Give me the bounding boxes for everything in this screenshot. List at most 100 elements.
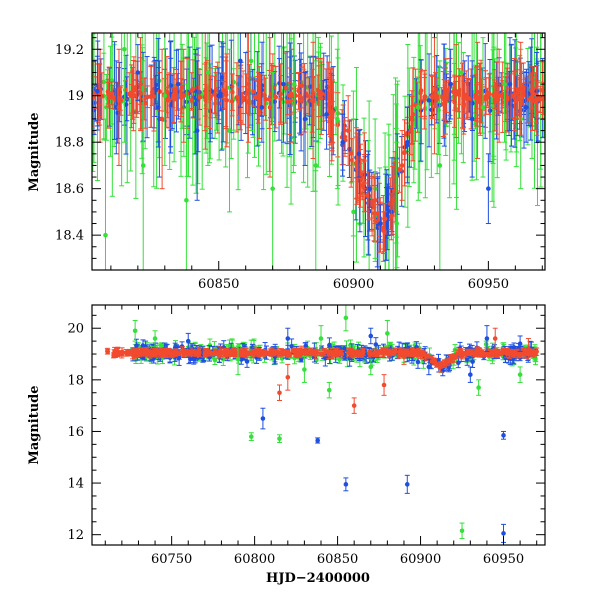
data-point-red: [364, 179, 370, 212]
series-point-blue: [340, 113, 346, 171]
data-point-red: [392, 348, 398, 356]
series-point-green: [313, 60, 319, 270]
data-point-red: [339, 109, 345, 166]
series-point-blue: [426, 358, 432, 376]
data-point-red: [396, 352, 402, 359]
series-point-red: [159, 48, 165, 190]
series-point-red: [224, 53, 230, 148]
data-point-red: [480, 349, 486, 358]
x-tick-label: 60800: [234, 552, 275, 567]
data-point-red: [292, 85, 298, 105]
data-point-red: [173, 78, 179, 102]
series-point-blue: [523, 72, 529, 143]
top-y-axis-label: Magnitude: [27, 112, 42, 191]
series-point-green: [368, 358, 374, 376]
data-point-red: [339, 350, 345, 359]
series-point-green: [121, 33, 127, 143]
series-point-green: [152, 330, 158, 347]
data-point-red: [360, 347, 366, 356]
series-point-red: [496, 48, 502, 143]
series-point-blue: [185, 332, 191, 350]
data-point-red: [230, 348, 236, 357]
series-point-red: [329, 67, 335, 162]
data-point-red: [422, 77, 428, 117]
series-point-red: [372, 176, 378, 225]
series-point-blue: [315, 437, 321, 444]
series-point-green: [394, 141, 400, 270]
series-point-red: [267, 37, 273, 178]
top-panel: 60850 60900 60950 18.4 18.6 18.8 19 19.2 Magnit…: [27, 32, 546, 292]
data-point-blue: [415, 355, 421, 369]
series-point-green: [334, 48, 340, 190]
y-tick-label: 19.2: [55, 43, 84, 58]
data-point-red: [308, 347, 314, 356]
x-tick-label: 60850: [198, 277, 239, 292]
data-point-red: [406, 351, 412, 357]
data-point-red: [380, 348, 386, 358]
series-point-green: [343, 305, 349, 332]
data-point-red: [262, 74, 268, 116]
series-point-green: [326, 381, 332, 399]
top-panel-data: [92, 33, 545, 270]
data-point-red: [169, 349, 175, 359]
series-point-red: [285, 363, 291, 391]
series-point-red: [453, 44, 459, 139]
series-point-blue: [404, 474, 410, 494]
y-tick-label: 18.4: [55, 229, 84, 244]
series-point-red: [245, 33, 251, 143]
data-point-red: [152, 350, 158, 358]
data-point-red: [505, 348, 511, 356]
data-point-red: [528, 73, 534, 123]
series-point-blue: [302, 72, 308, 166]
series-point-red: [399, 130, 405, 201]
series-point-blue: [426, 53, 432, 148]
y-tick-label: 18.6: [55, 182, 84, 197]
data-point-red: [221, 348, 227, 357]
series-point-red: [401, 348, 407, 365]
series-point-green: [458, 33, 464, 155]
data-point-red: [189, 349, 195, 356]
data-point-red: [328, 347, 334, 357]
series-point-red: [116, 48, 122, 166]
data-point-red: [429, 355, 435, 363]
y-tick-label: 18.8: [55, 136, 84, 151]
data-point-red: [165, 348, 171, 357]
data-point-red: [266, 69, 272, 129]
series-point-blue: [484, 325, 490, 352]
series-point-green: [248, 33, 254, 132]
series-point-red: [289, 48, 295, 143]
series-point-blue: [285, 327, 291, 350]
y-tick-label: 20: [67, 322, 84, 337]
series-point-red: [388, 192, 394, 241]
series-point-blue: [237, 33, 243, 108]
series-point-blue: [467, 366, 473, 383]
data-point-red: [306, 76, 312, 116]
data-point-red: [253, 79, 259, 115]
data-point-red: [256, 66, 262, 140]
data-point-blue: [342, 354, 348, 361]
series-point-blue: [260, 407, 266, 430]
series-point-red: [534, 65, 540, 136]
data-point-red: [196, 347, 202, 358]
top-panel-frame: [91, 32, 546, 271]
data-point-red: [511, 58, 517, 132]
series-point-green: [351, 118, 357, 270]
data-point-red: [136, 350, 142, 357]
y-tick-label: 14: [67, 477, 84, 492]
data-point-red: [294, 349, 300, 359]
series-point-red: [351, 397, 357, 414]
data-point-red: [355, 350, 361, 357]
data-point-red: [420, 352, 426, 358]
data-point-red: [540, 81, 545, 115]
data-point-red: [272, 349, 278, 355]
data-point-red: [397, 146, 403, 193]
series-point-green: [183, 83, 189, 270]
data-point-blue: [168, 40, 174, 131]
series-point-blue: [368, 327, 374, 345]
series-point-blue: [367, 169, 373, 208]
data-point-red: [474, 346, 480, 356]
data-point-red: [188, 89, 194, 111]
series-point-green: [248, 432, 254, 441]
series-point-green: [437, 60, 443, 270]
series-point-green: [480, 37, 486, 178]
